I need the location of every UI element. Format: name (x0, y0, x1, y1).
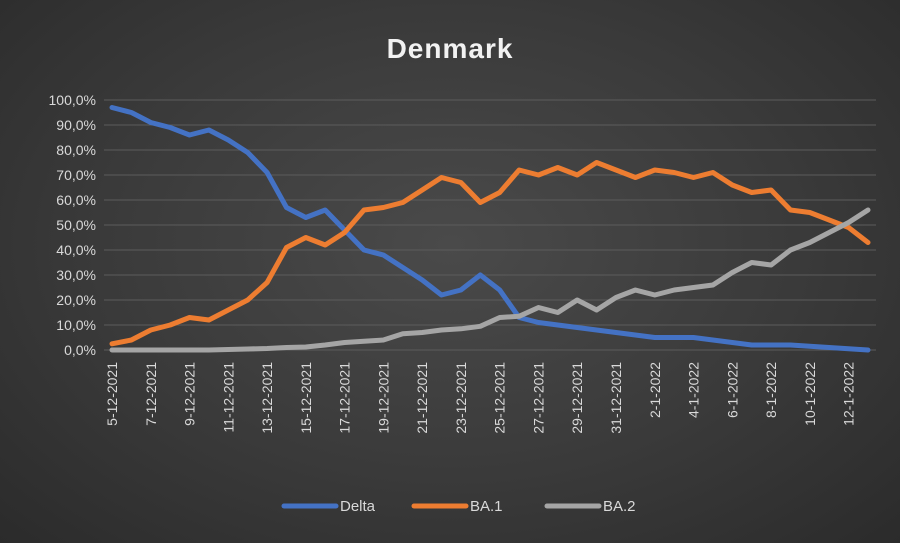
x-tick-label: 17-12-2021 (337, 362, 353, 434)
chart-title: Denmark (387, 33, 514, 64)
series-line-delta (109, 105, 871, 353)
y-tick-label: 70,0% (56, 167, 96, 183)
gridlines (104, 99, 876, 351)
legend: Delta BA.1 BA.2 (281, 498, 636, 515)
x-tick-label: 9-12-2021 (182, 362, 198, 426)
series-line-ba-2 (109, 207, 871, 353)
y-tick-label: 50,0% (56, 217, 96, 233)
y-tick-label: 90,0% (56, 117, 96, 133)
x-tick-label: 13-12-2021 (259, 362, 275, 434)
x-tick-label: 15-12-2021 (298, 362, 314, 434)
y-tick-label: 20,0% (56, 292, 96, 308)
x-tick-label: 6-1-2022 (724, 362, 740, 418)
x-tick-label: 19-12-2021 (375, 362, 391, 434)
y-tick-label: 10,0% (56, 317, 96, 333)
x-tick-label: 21-12-2021 (414, 362, 430, 434)
y-tick-label: 80,0% (56, 142, 96, 158)
x-tick-label: 31-12-2021 (608, 362, 624, 434)
y-tick-label: 40,0% (56, 242, 96, 258)
x-tick-label: 7-12-2021 (143, 362, 159, 426)
legend-label: BA.2 (603, 498, 636, 515)
x-tick-label: 29-12-2021 (569, 362, 585, 434)
legend-label: BA.1 (470, 498, 503, 515)
x-tick-label: 10-1-2022 (802, 362, 818, 426)
series-lines (109, 105, 871, 353)
y-axis-tick-labels: 0,0% 10,0% 20,0% 30,0% 40,0% 50,0% 60,0% 70,0% 8… (49, 92, 96, 358)
x-tick-label: 11-12-2021 (220, 362, 236, 433)
y-tick-label: 60,0% (56, 192, 96, 208)
x-axis-tick-labels: 5-12-2021 7-12-2021 9-12-2021 11-12-2021 13-… (104, 362, 857, 434)
x-tick-label: 4-1-2022 (686, 362, 702, 418)
x-tick-label: 8-1-2022 (763, 362, 779, 418)
y-tick-label: 30,0% (56, 267, 96, 283)
legend-label: Delta (340, 498, 376, 515)
x-tick-label: 12-1-2022 (841, 362, 857, 426)
x-tick-label: 25-12-2021 (492, 362, 508, 434)
x-tick-label: 27-12-2021 (530, 362, 546, 434)
x-tick-label: 2-1-2022 (647, 362, 663, 418)
y-tick-label: 0,0% (64, 342, 96, 358)
x-tick-label: 23-12-2021 (453, 362, 469, 434)
y-tick-label: 100,0% (49, 92, 96, 108)
series-line-ba-1 (109, 160, 871, 347)
x-tick-label: 5-12-2021 (104, 362, 120, 426)
